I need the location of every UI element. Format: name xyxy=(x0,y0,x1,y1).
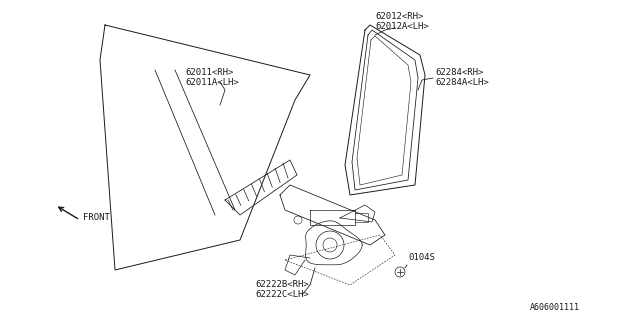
Text: 62012<RH>
62012A<LH>: 62012<RH> 62012A<LH> xyxy=(375,12,429,31)
Text: 0104S: 0104S xyxy=(408,253,435,262)
Text: 62284<RH>
62284A<LH>: 62284<RH> 62284A<LH> xyxy=(435,68,489,87)
Text: A606001111: A606001111 xyxy=(530,303,580,312)
Text: FRONT: FRONT xyxy=(83,213,110,222)
Text: 62011<RH>
62011A<LH>: 62011<RH> 62011A<LH> xyxy=(185,68,239,87)
Text: 62222B<RH>
62222C<LH>: 62222B<RH> 62222C<LH> xyxy=(255,280,308,300)
